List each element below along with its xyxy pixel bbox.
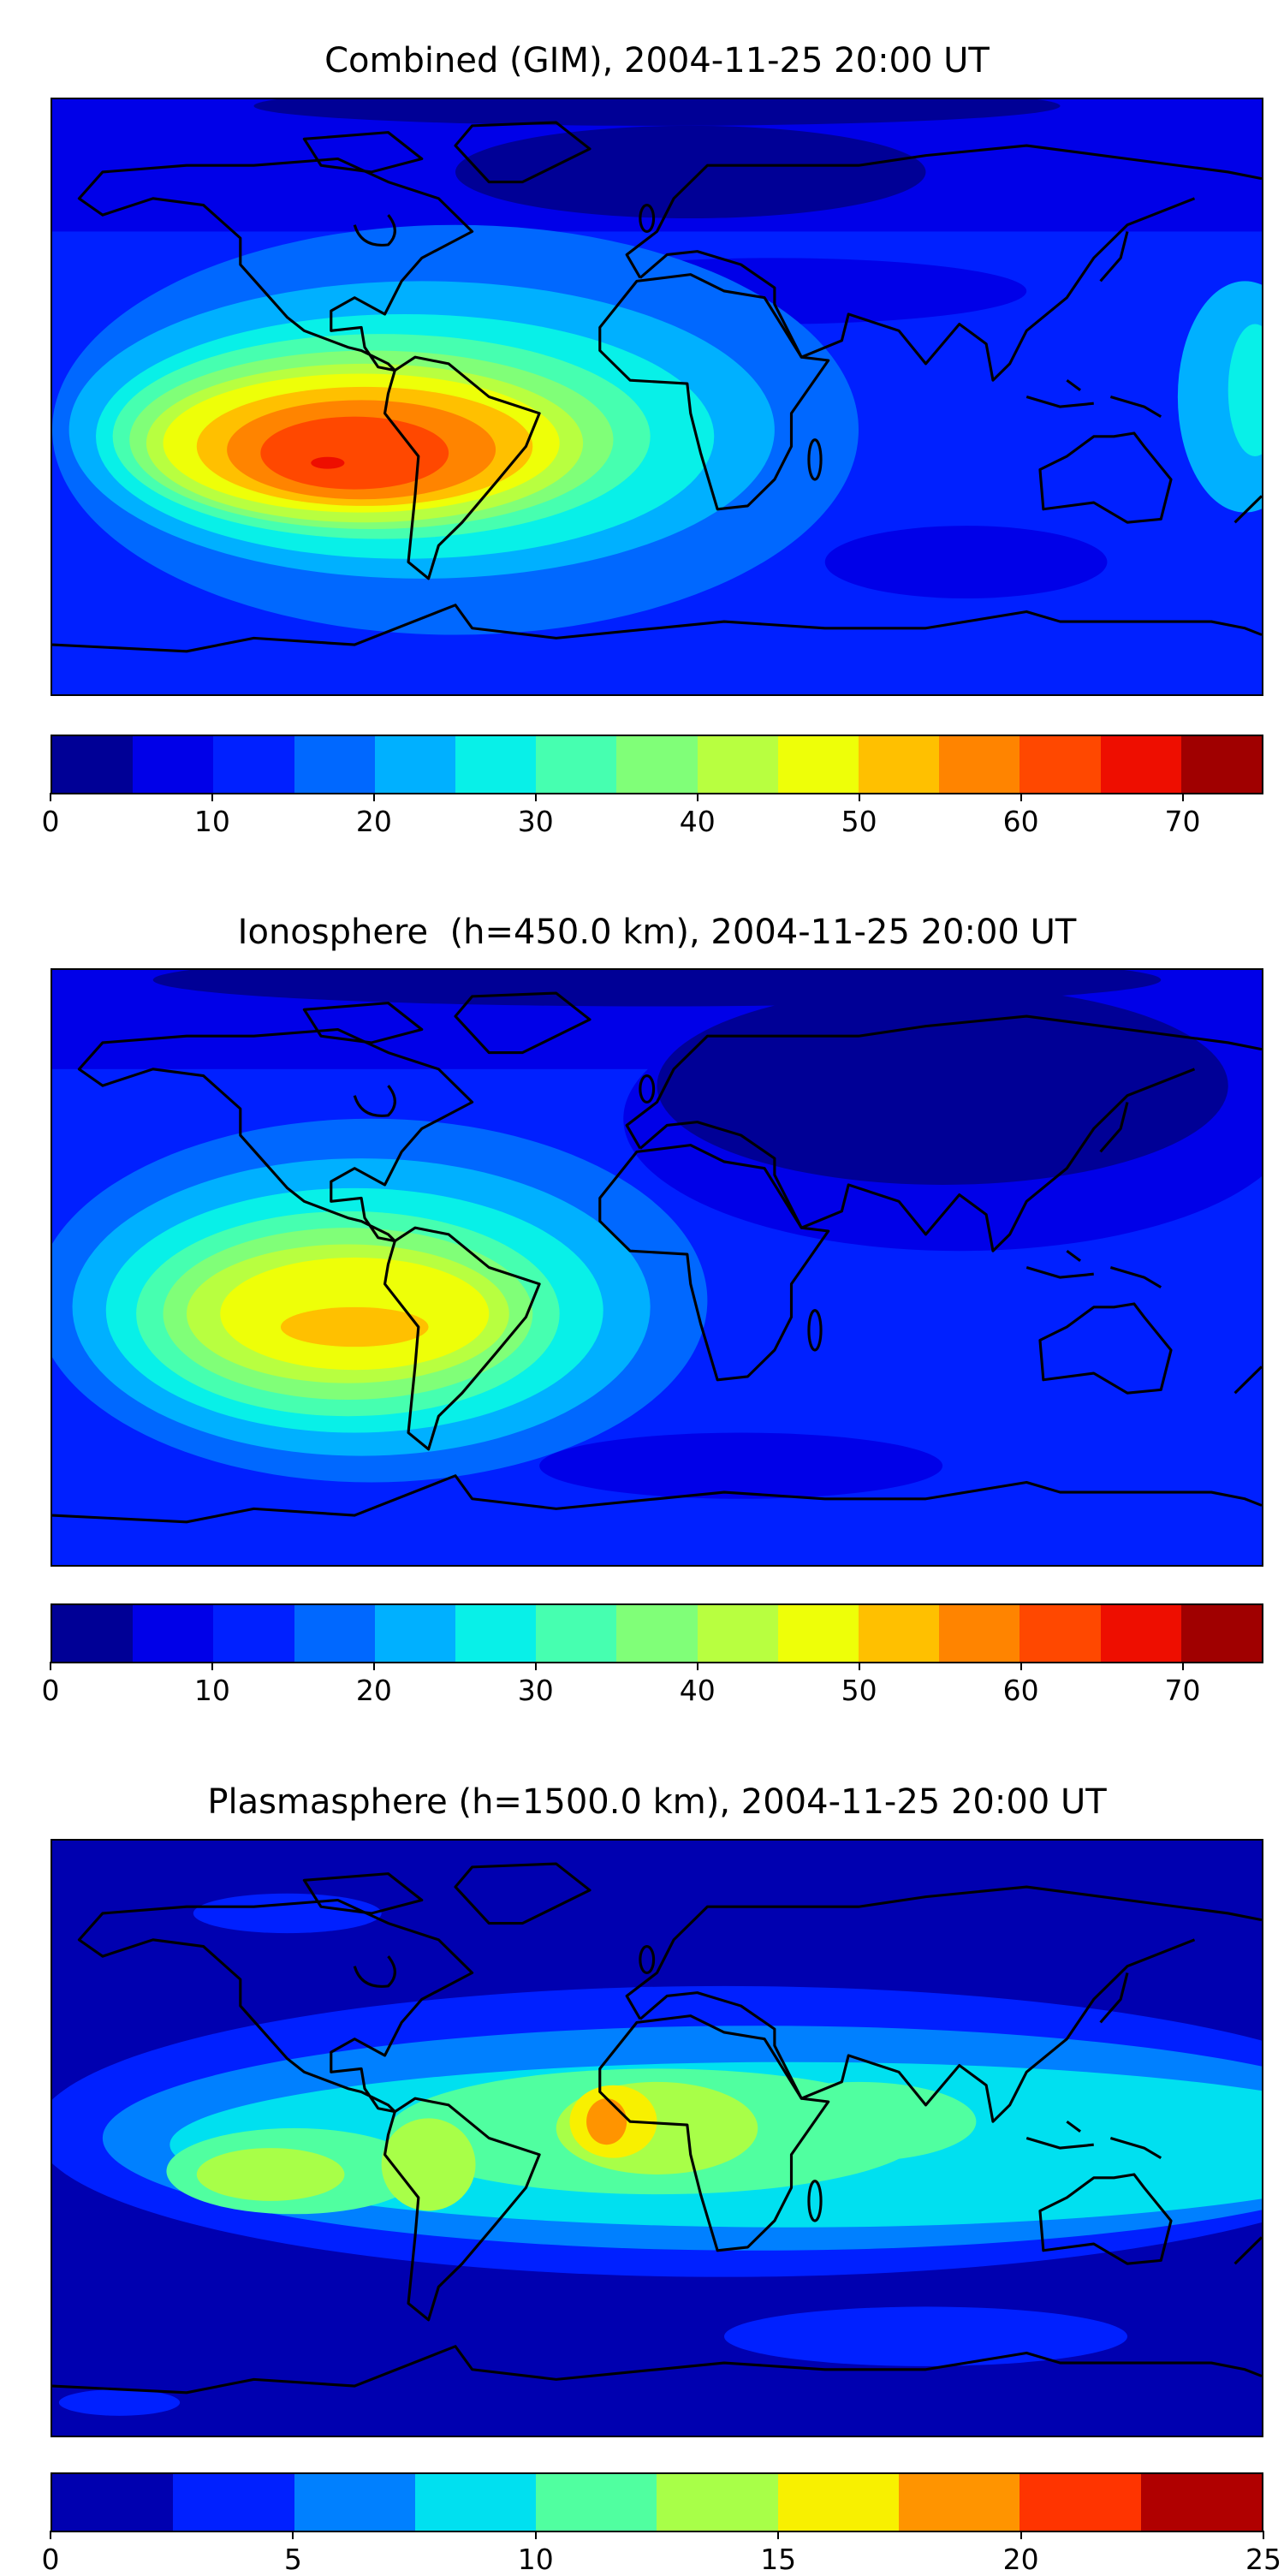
map-combined-tec [51, 98, 1263, 696]
colorbar-segment [374, 1605, 456, 1662]
colorbar-tick-label: 0 [41, 805, 60, 838]
colorbar-ticks-combined: 0 10 20 30 40 50 60 70 [42, 793, 1263, 838]
colorbar-tick-mark [1019, 2531, 1022, 2539]
colorbar-segment [294, 736, 375, 793]
colorbar-segment [536, 736, 617, 793]
colorbar-segment [859, 736, 940, 793]
colorbar-tick-label: 20 [1002, 2543, 1039, 2576]
colorbar-tick-mark [1181, 793, 1184, 801]
colorbar-segment [697, 736, 778, 793]
colorbar-segment [455, 1605, 537, 1662]
colorbar-tick-label: 15 [760, 2543, 797, 2576]
colorbar-segment [173, 2474, 294, 2531]
colorbar-tick-label: 70 [1164, 805, 1201, 838]
colorbar-tick-mark [534, 1662, 537, 1670]
colorbar-tick-mark [211, 793, 213, 801]
colorbar-segment [859, 1605, 940, 1662]
contour-fills [52, 1841, 1262, 2436]
colorbar-tick-label: 60 [1002, 1674, 1039, 1707]
colorbar-tick-mark [696, 793, 698, 801]
colorbar-tick-mark [858, 793, 860, 801]
colorbar-tick-mark [777, 2531, 780, 2539]
colorbar-segment [939, 736, 1020, 793]
colorbar-tick-mark [696, 1662, 698, 1670]
colorbar-segment [294, 1605, 375, 1662]
colorbar-plasmasphere [51, 2472, 1263, 2532]
map-ionosphere-tec [51, 968, 1263, 1567]
colorbar-segment [133, 1605, 214, 1662]
colorbar-segment [1100, 1605, 1181, 1662]
colorbar-segment [697, 1605, 778, 1662]
colorbar-tick-label: 0 [41, 2543, 60, 2576]
colorbar-segment [133, 736, 214, 793]
colorbar-tick-mark [1181, 1662, 1184, 1670]
colorbar-segment [536, 2474, 657, 2531]
colorbar-tick-label: 50 [841, 805, 877, 838]
colorbar-tick-label: 10 [193, 1674, 230, 1707]
colorbar-tick-mark [50, 1662, 51, 1670]
colorbar-tick-label: 20 [355, 805, 392, 838]
colorbar-segment [616, 1605, 698, 1662]
colorbar-segment [616, 736, 698, 793]
colorbar-segment [374, 736, 456, 793]
colorbar-combined [51, 735, 1263, 794]
colorbar-segment [1180, 1605, 1263, 1662]
colorbar-segment [777, 736, 859, 793]
colorbar-segment [52, 736, 134, 793]
panel-title-ionosphere: Ionosphere (h=450.0 km), 2004-11-25 20:0… [237, 913, 1077, 952]
colorbar-tick-mark [292, 2531, 294, 2539]
colorbar-tick-label: 50 [841, 1674, 877, 1707]
colorbar-segment [213, 736, 294, 793]
colorbar-tick-label: 25 [1245, 2543, 1281, 2576]
colorbar-tick-label: 40 [679, 1674, 716, 1707]
colorbar-tick-mark [372, 793, 375, 801]
colorbar-tick-label: 20 [355, 1674, 392, 1707]
map-plasmasphere-tec [51, 1839, 1263, 2437]
colorbar-segment [414, 2474, 537, 2531]
colorbar-tick-mark [1019, 1662, 1022, 1670]
colorbar-segment [52, 1605, 134, 1662]
colorbar-segment [1140, 2474, 1262, 2531]
colorbar-segment [1019, 2474, 1141, 2531]
colorbar-tick-mark [534, 793, 537, 801]
colorbar-tick-mark [534, 2531, 537, 2539]
colorbar-tick-mark [858, 1662, 860, 1670]
colorbar-segment [777, 1605, 859, 1662]
colorbar-tick-mark [1019, 793, 1022, 801]
colorbar-segment [939, 1605, 1020, 1662]
colorbar-segment [294, 2474, 415, 2531]
colorbar-tick-label: 5 [283, 2543, 302, 2576]
colorbar-segment [213, 1605, 294, 1662]
colorbar-segment [1100, 736, 1181, 793]
colorbar-tick-mark [1263, 2531, 1264, 2539]
colorbar-tick-label: 30 [517, 1674, 554, 1707]
colorbar-segment [455, 736, 537, 793]
colorbar-segment [777, 2474, 900, 2531]
colorbar-ticks-plasmasphere: 0 5 10 15 20 25 [42, 2531, 1281, 2576]
colorbar-tick-mark [50, 2531, 51, 2539]
colorbar-tick-label: 60 [1002, 805, 1039, 838]
colorbar-tick-label: 40 [679, 805, 716, 838]
contour-fills [52, 970, 1262, 1565]
colorbar-segment [657, 2474, 778, 2531]
colorbar-tick-label: 10 [193, 805, 230, 838]
colorbar-segment [1019, 1605, 1101, 1662]
colorbar-ionosphere [51, 1603, 1263, 1663]
panel-title-plasmasphere: Plasmasphere (h=1500.0 km), 2004-11-25 2… [207, 1782, 1107, 1822]
colorbar-tick-label: 10 [517, 2543, 554, 2576]
colorbar-tick-mark [372, 1662, 375, 1670]
contour-fills [52, 99, 1262, 694]
colorbar-tick-label: 70 [1164, 1674, 1201, 1707]
colorbar-segment [1180, 736, 1263, 793]
colorbar-segment [536, 1605, 617, 1662]
colorbar-tick-mark [211, 1662, 213, 1670]
colorbar-ticks-ionosphere: 0 10 20 30 40 50 60 70 [42, 1662, 1263, 1707]
colorbar-tick-mark [50, 793, 51, 801]
colorbar-tick-label: 0 [41, 1674, 60, 1707]
colorbar-tick-label: 30 [517, 805, 554, 838]
colorbar-segment [899, 2474, 1020, 2531]
panel-title-combined: Combined (GIM), 2004-11-25 20:00 UT [324, 41, 990, 80]
colorbar-segment [52, 2474, 174, 2531]
colorbar-segment [1019, 736, 1101, 793]
